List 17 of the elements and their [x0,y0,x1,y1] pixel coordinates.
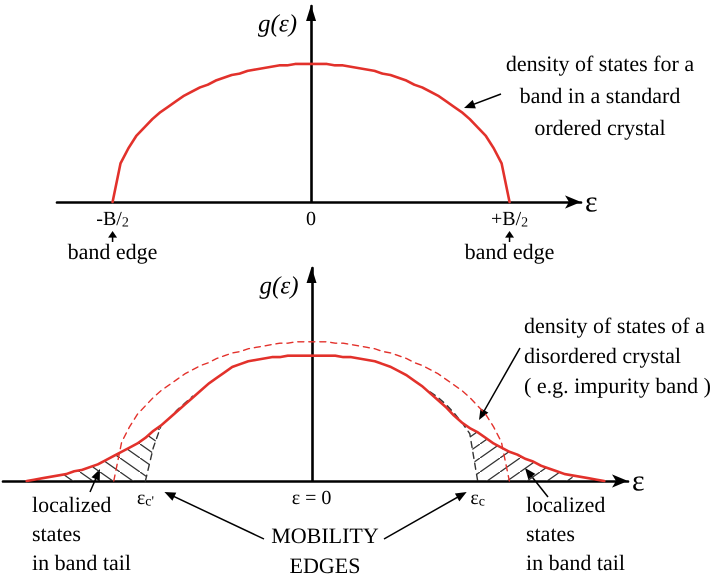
text: localized states in band tail [32,492,131,575]
x-tick-label: -B/2 [96,208,129,230]
x-tick-label: +B/2 [490,208,528,230]
annotation: band edge [66,239,158,264]
annotation: density of states for a band in a standard ordered crystal [504,50,696,142]
y-axis-title: g(ε) [260,272,299,300]
text: MOBILITY EDGES [270,522,380,580]
x-axis-title: ε [585,186,598,218]
annotation: band edge [464,239,556,264]
x-axis-title: ε [632,464,645,498]
text: localized states in band tail [526,492,625,575]
annotation: density of states of a disordered crystal ( e.g. impurity band ) [524,312,712,400]
x-tick-label: εc [470,487,485,510]
x-tick-label: ε = 0 [292,487,332,509]
x-tick-label: εc' [136,487,154,510]
x-tick-label: 0 [306,208,316,230]
y-axis-title: g(ε) [258,10,298,38]
